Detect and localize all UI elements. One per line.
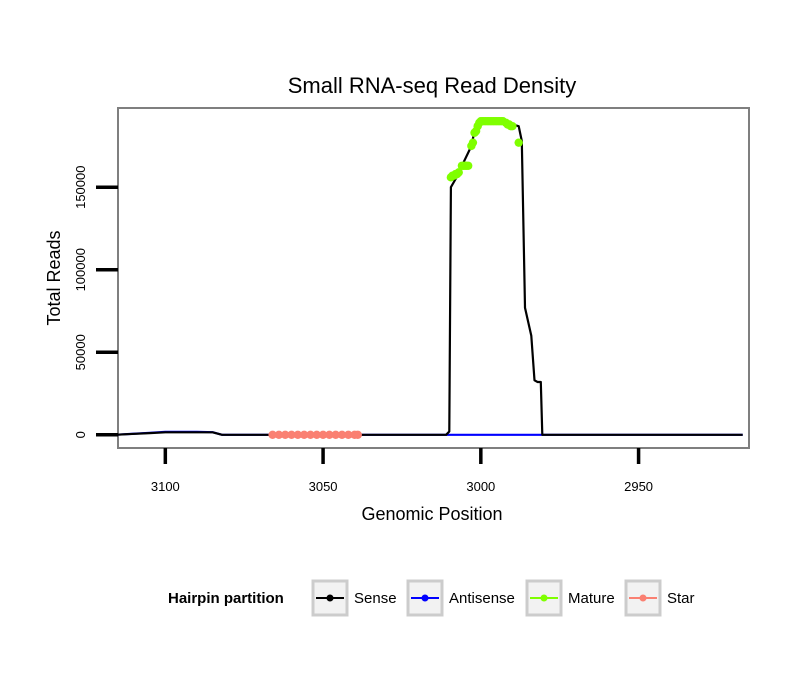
point-mature <box>514 138 523 147</box>
y-tick-label: 100000 <box>73 248 88 291</box>
chart-title: Small RNA-seq Read Density <box>288 73 577 98</box>
series-layer <box>114 117 743 439</box>
x-tick-label: 3100 <box>151 479 180 494</box>
point-star <box>306 430 315 439</box>
point-star <box>287 430 296 439</box>
point-star <box>274 430 284 439</box>
legend-key-point <box>421 594 429 602</box>
point-star <box>318 430 328 439</box>
legend-label-mature: Mature <box>568 590 615 607</box>
x-tick-label: 2950 <box>624 479 653 494</box>
point-star <box>268 430 277 439</box>
legend: Hairpin partition Sense Antisense Mature St… <box>168 579 695 617</box>
legend-label-sense: Sense <box>354 590 397 607</box>
point-star <box>344 430 353 439</box>
point-star <box>299 430 309 439</box>
x-tick-label: 3050 <box>309 479 338 494</box>
y-tick-label: 50000 <box>73 334 88 370</box>
legend-label-antisense: Antisense <box>449 590 515 607</box>
y-tick-label: 150000 <box>73 166 88 209</box>
point-mature <box>468 138 478 147</box>
x-axis-title: Genomic Position <box>361 504 502 524</box>
point-mature <box>454 168 463 177</box>
legend-key-point <box>639 594 647 602</box>
y-tick-label: 0 <box>73 431 88 438</box>
point-star <box>337 430 347 439</box>
x-tick-label: 3000 <box>466 479 495 494</box>
point-star <box>281 430 290 439</box>
point-star <box>325 430 334 439</box>
point-mature <box>508 121 517 131</box>
plot-panel <box>117 107 750 449</box>
point-star <box>312 430 321 439</box>
plot-background <box>118 108 749 448</box>
axes-layer: 3100 3050 3000 2950 0 50000 100000 150000 <box>73 166 653 494</box>
legend-key-point <box>326 594 334 602</box>
legend-title: Hairpin partition <box>168 590 284 607</box>
point-star <box>293 430 303 439</box>
plot-border <box>117 107 750 449</box>
legend-key-point <box>540 594 548 602</box>
point-star <box>331 430 340 439</box>
point-mature <box>464 161 473 170</box>
point-star <box>353 430 362 439</box>
legend-label-star: Star <box>667 590 695 607</box>
y-axis-title: Total Reads <box>44 230 64 325</box>
